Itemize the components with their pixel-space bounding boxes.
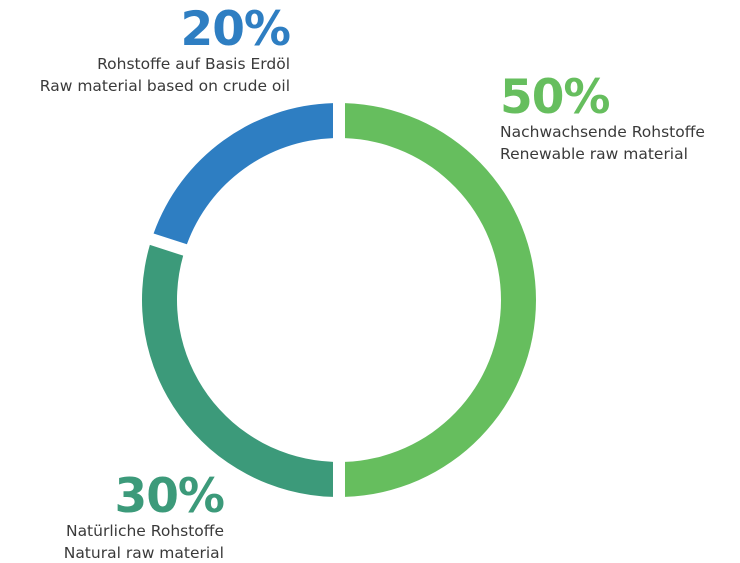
renewable-label-de: Nachwachsende Rohstoffe	[500, 123, 705, 141]
crude-oil-label-de: Rohstoffe auf Basis Erdöl	[97, 55, 290, 73]
crude-oil-label-en: Raw material based on crude oil	[39, 77, 290, 95]
renewable-callout: 50% Nachwachsende Rohstoffe Renewable ra…	[500, 74, 705, 165]
natural-callout: 30% Natürliche Rohstoffe Natural raw mat…	[63, 469, 226, 563]
natural-slice	[142, 244, 334, 497]
natural-percent: 30%	[114, 469, 226, 524]
crude-oil-callout: 20% Rohstoffe auf Basis Erdöl Raw materi…	[39, 2, 292, 97]
natural-label-en: Natural raw material	[63, 544, 224, 562]
crude-oil-slice	[153, 103, 334, 245]
renewable-label-en: Renewable raw material	[500, 145, 688, 163]
renewable-percent: 50%	[500, 70, 610, 125]
renewable-slice	[344, 103, 536, 497]
natural-label-de: Natürliche Rohstoffe	[65, 522, 224, 540]
crude-oil-percent: 20%	[180, 2, 292, 57]
